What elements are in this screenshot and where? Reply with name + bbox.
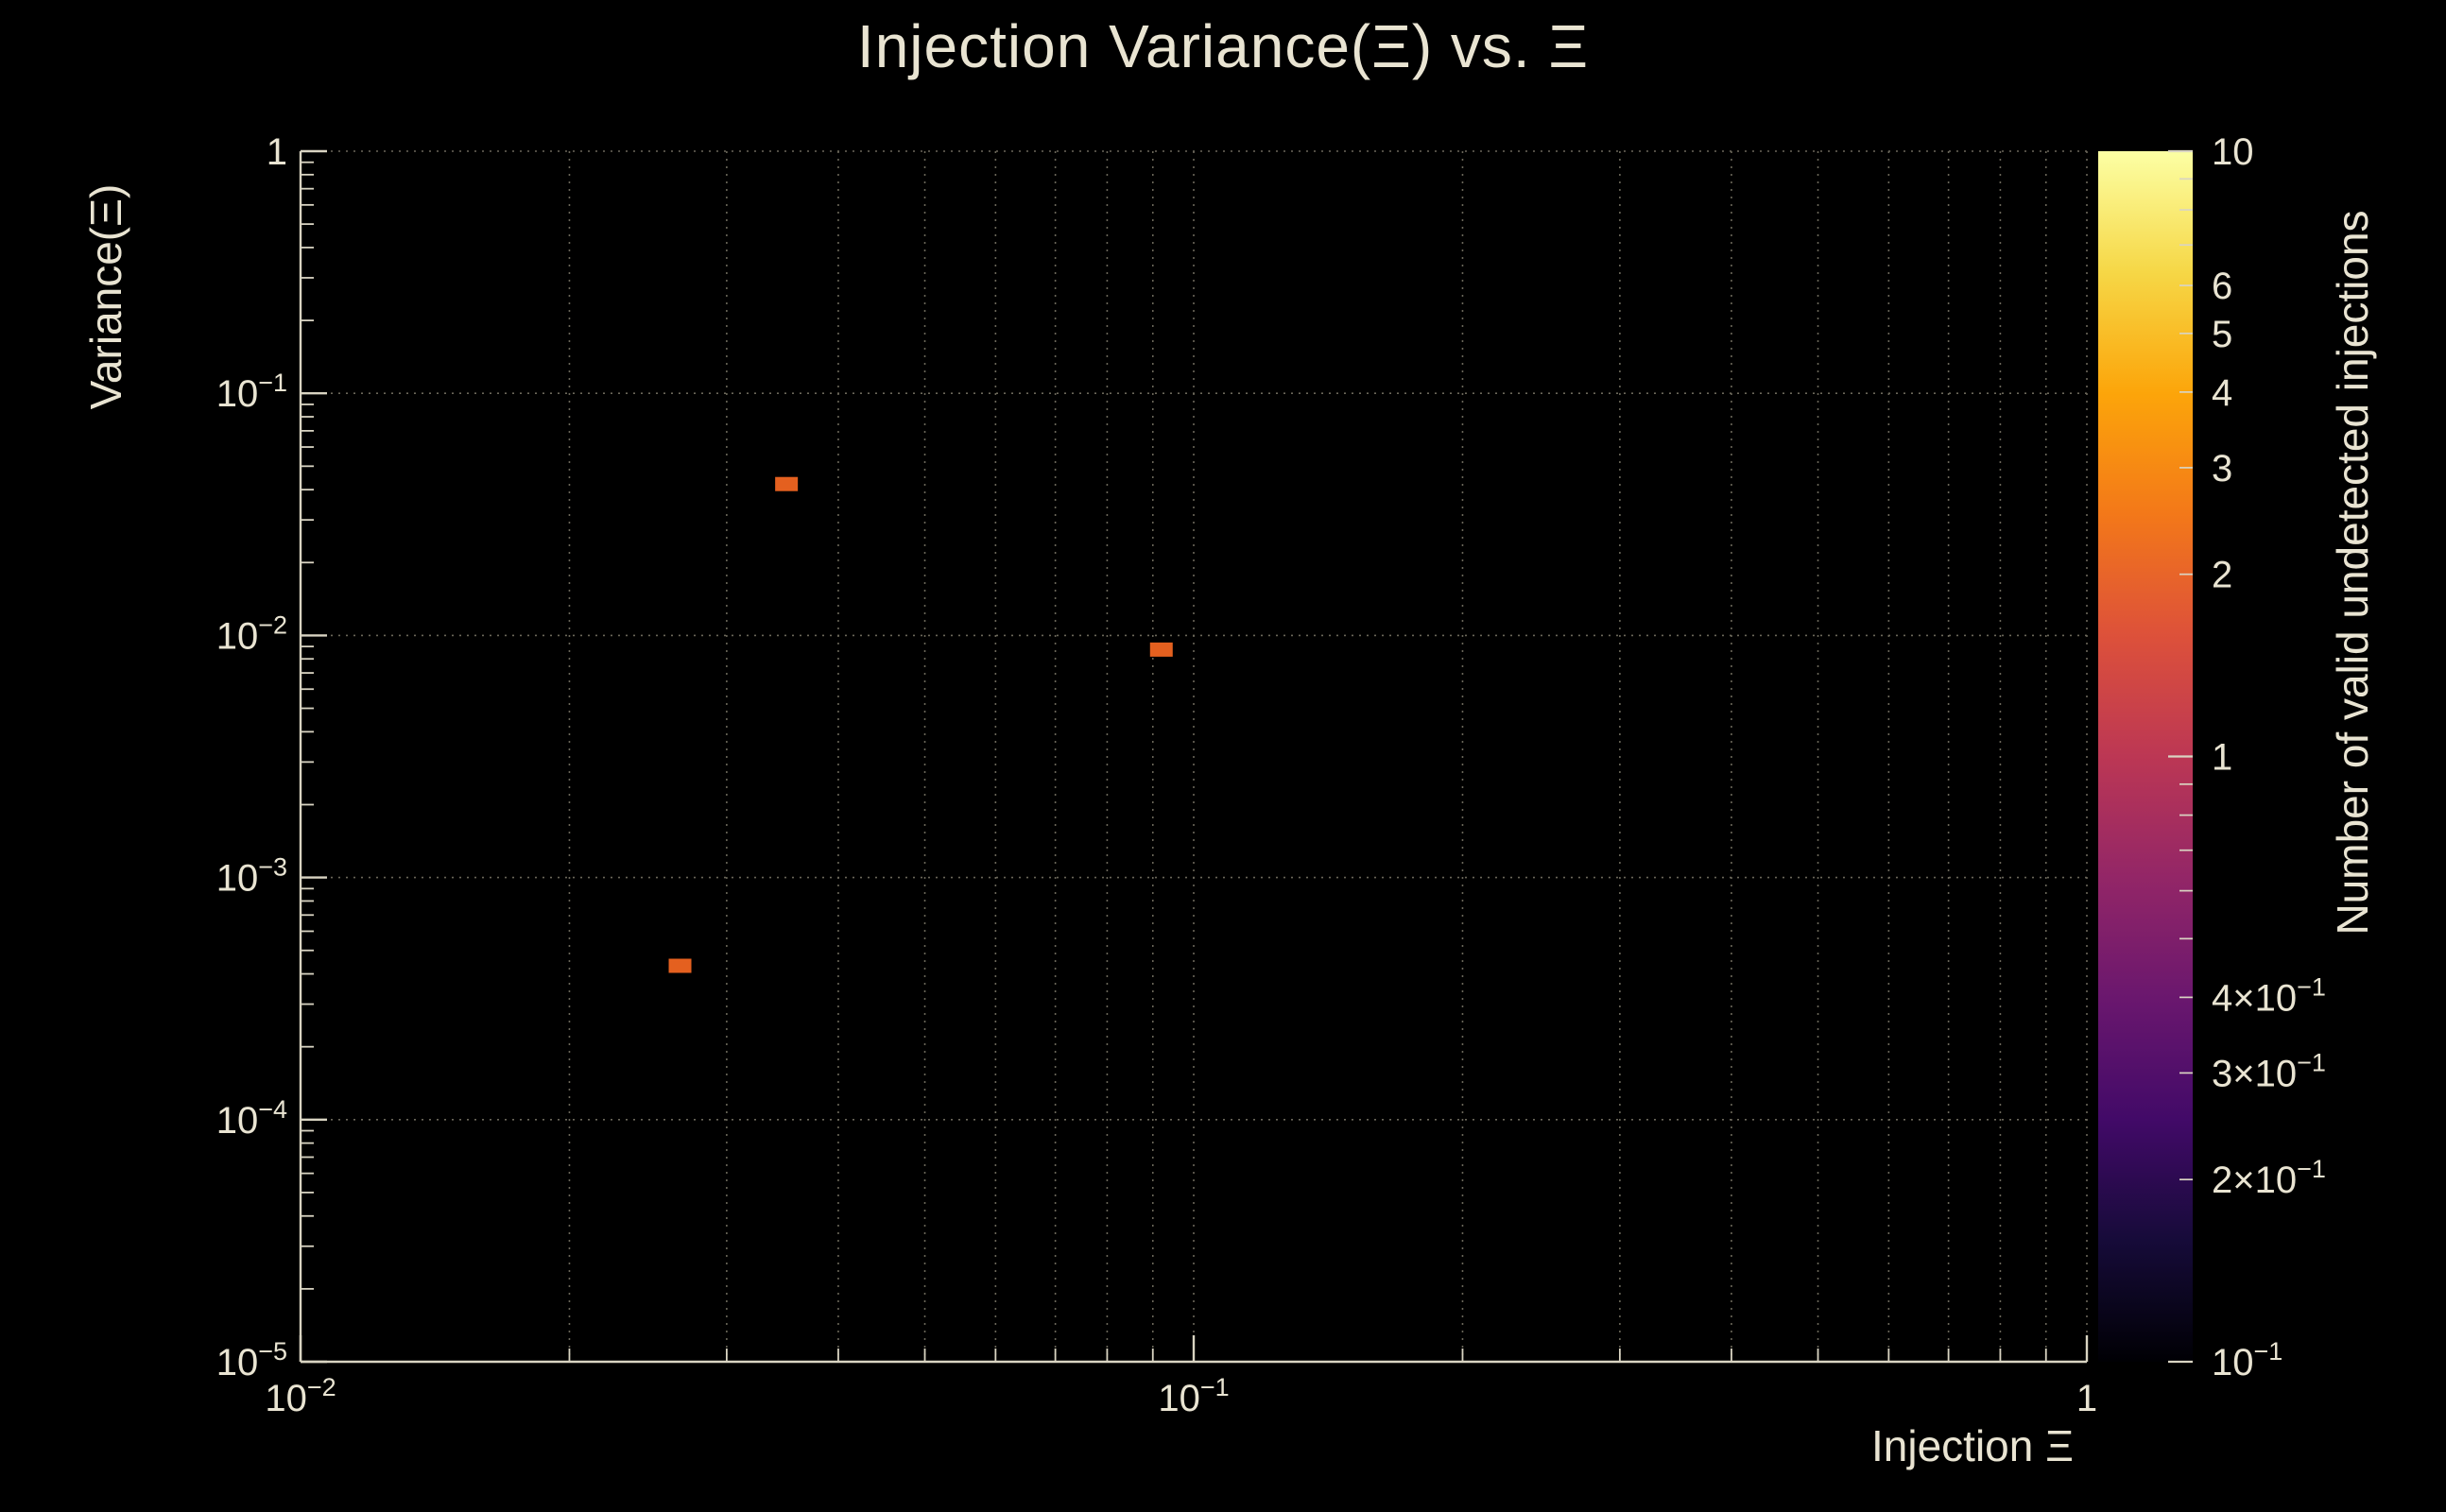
y-tick-label: 10−2 [216,610,287,657]
x-tick-label: 1 [2076,1378,2097,1419]
colorbar-ticks [2168,149,2193,1364]
y-tick-label: 1 [267,131,287,173]
chart-title: Injection Variance(Ξ) vs. Ξ [856,12,1590,80]
axes [299,149,2089,1364]
z-tick-label: 10 [2212,131,2254,173]
y-tick-label: 10−3 [216,853,287,900]
z-tick-label: 2 [2212,555,2232,596]
z-tick-label: 3×10−1 [2212,1048,2326,1094]
data-point [775,476,799,491]
x-tick-label: 10−1 [1158,1373,1229,1419]
data-point [1149,642,1173,657]
z-tick-label: 3 [2212,448,2232,490]
data-point [668,958,692,973]
data-points [668,476,1173,973]
y-tick-label: 10−4 [216,1095,287,1142]
y-tick-label: 10−1 [216,369,287,415]
z-tick-label: 1 [2212,737,2232,779]
z-tick-label: 10−1 [2212,1337,2282,1383]
y-tick-label: 10−5 [216,1337,287,1383]
z-tick-label: 4 [2212,372,2232,414]
z-tick-label: 4×10−1 [2212,972,2326,1019]
x-tick-label: 10−2 [265,1373,336,1419]
x-axis-title: Injection Ξ [1870,1421,2075,1470]
gridlines [301,150,2088,1362]
z-tick-label: 5 [2212,314,2232,355]
z-tick-label: 6 [2212,266,2232,307]
z-tick-label: 2×10−1 [2212,1155,2326,1201]
